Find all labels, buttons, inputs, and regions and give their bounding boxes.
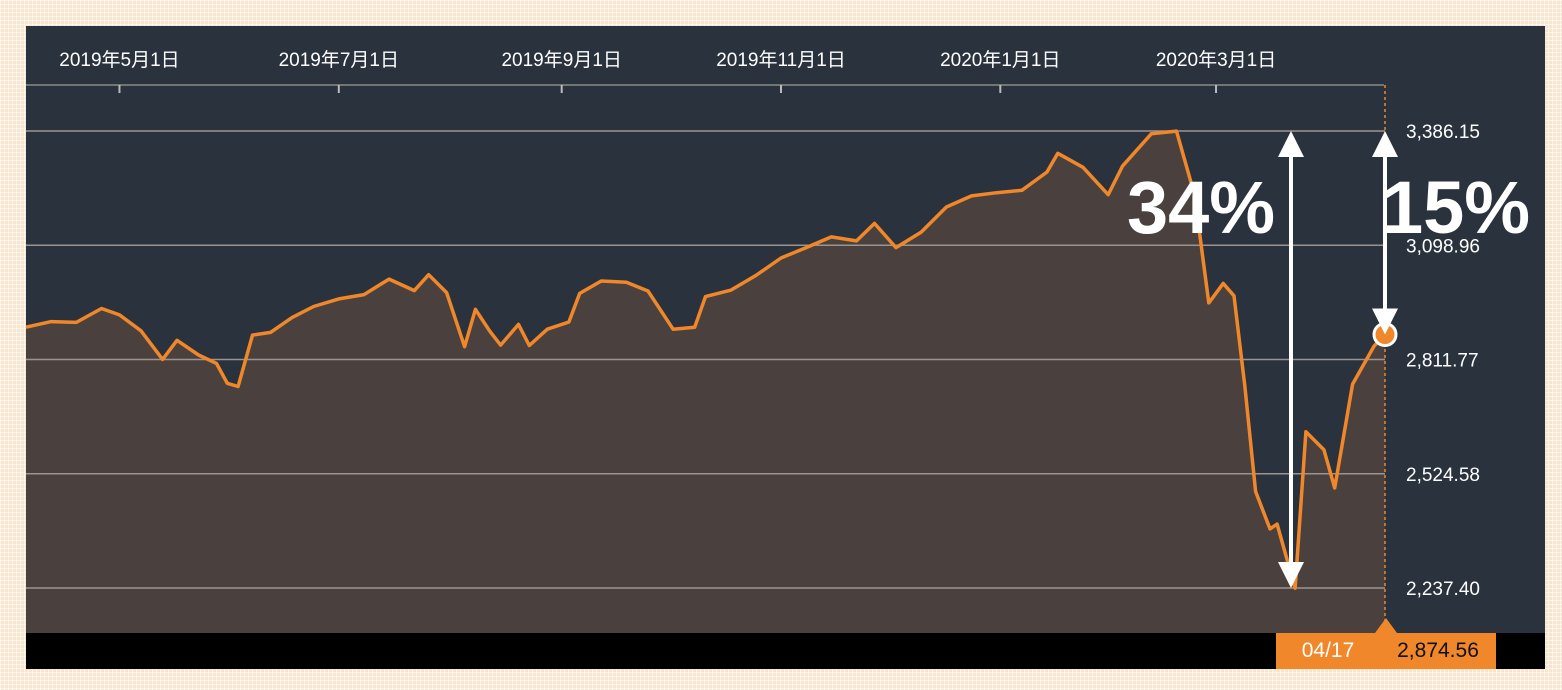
series-area-fill	[26, 131, 1385, 633]
drawdown-arrow	[1278, 131, 1304, 588]
drawdown-arrow-head-top	[1278, 131, 1304, 157]
y-tick-label-2: 2,811.77	[1406, 351, 1479, 372]
recovery-arrow-head-bottom	[1372, 308, 1398, 335]
y-tick-label-0: 3,386.15	[1406, 122, 1480, 143]
x-tick-label-0: 2019年5月1日	[59, 49, 179, 71]
recovery-15-label: 15%	[1382, 166, 1530, 249]
y-tick-label-3: 2,524.58	[1406, 465, 1480, 486]
x-tick-label-3: 2019年11月1日	[716, 49, 846, 71]
recovery-arrow-head-top	[1372, 131, 1398, 157]
x-tick-label-5: 2020年3月1日	[1156, 49, 1276, 71]
last-point-date: 04/17	[1301, 639, 1355, 662]
recovery-arrow	[1372, 131, 1398, 335]
series-line	[26, 129, 1387, 590]
drawdown-arrow-head-bottom	[1278, 562, 1304, 588]
chart-panel: 2019年5月1日 2019年7月1日 2019年9月1日 2019年11月1日 202…	[26, 26, 1545, 669]
x-tick-label-2: 2019年9月1日	[501, 49, 621, 71]
price-chart: 2019年5月1日 2019年7月1日 2019年9月1日 2019年11月1日 202…	[26, 49, 1530, 633]
x-tick-label-1: 2019年7月1日	[279, 49, 399, 71]
drawdown-34-label: 34%	[1127, 166, 1275, 249]
x-tick-label-4: 2020年1月1日	[940, 49, 1060, 71]
y-tick-label-4: 2,237.40	[1406, 579, 1480, 600]
y-tick-label-1: 3,098.96	[1406, 236, 1480, 257]
last-point-caret	[1375, 618, 1397, 633]
last-point-value: 2,874.56	[1397, 639, 1479, 662]
last-point-tag: 04/17 2,874.56	[1276, 633, 1496, 669]
